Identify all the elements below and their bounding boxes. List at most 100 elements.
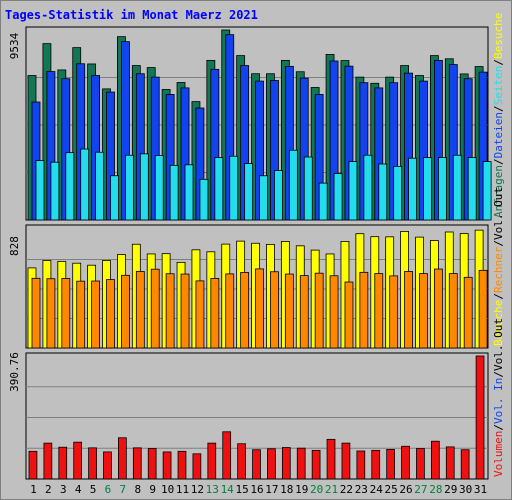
bar-seiten-28 — [437, 157, 447, 221]
bar-seiten-21 — [333, 173, 343, 221]
bar-rechner-24 — [374, 273, 384, 349]
bar-rechner-7 — [121, 274, 130, 349]
bar-rechner-9 — [150, 268, 160, 349]
bar-seiten-14 — [229, 155, 239, 221]
bar-volumen-27 — [416, 448, 425, 480]
x-tick-label-21: 21 — [325, 483, 338, 496]
bar-volumen-5 — [88, 447, 97, 480]
bar-rechner-28 — [433, 268, 443, 349]
bar-volumen-3 — [58, 446, 68, 480]
bar-volumen-14 — [222, 431, 232, 480]
legend-entry: Besuche — [492, 300, 505, 346]
x-tick-label-16: 16 — [250, 483, 263, 496]
bar-volumen-20 — [311, 449, 321, 480]
bar-rechner-11 — [180, 273, 190, 349]
x-tick-label-30: 30 — [459, 483, 472, 496]
x-tick-label-10: 10 — [161, 483, 174, 496]
bar-rechner-25 — [389, 275, 399, 349]
bar-volumen-31 — [475, 355, 485, 480]
bar-rechner-22 — [344, 281, 354, 349]
bar-rechner-14 — [225, 273, 235, 349]
x-tick-label-31: 31 — [474, 483, 487, 496]
x-tick-label-25: 25 — [385, 483, 398, 496]
bar-rechner-31 — [478, 269, 488, 349]
bar-rechner-2 — [46, 278, 56, 349]
x-tick-label-19: 19 — [295, 483, 308, 496]
bar-volumen-15 — [237, 443, 246, 480]
x-tick-label-9: 9 — [149, 483, 156, 496]
bar-rechner-8 — [135, 271, 145, 349]
bar-seiten-10 — [169, 164, 179, 221]
bar-seiten-23 — [363, 154, 373, 221]
bar-seiten-2 — [50, 161, 60, 221]
legend-bottom: Volumen/Vol. In/Vol. Out — [492, 318, 505, 477]
legend-entry: Rechner — [492, 246, 505, 293]
bar-seiten-27 — [423, 157, 432, 221]
bar-volumen-10 — [162, 451, 172, 480]
x-tick-label-7: 7 — [120, 483, 127, 496]
bar-volumen-6 — [103, 451, 112, 480]
bar-volumen-25 — [386, 449, 395, 480]
legend-entry: Volumen — [492, 431, 505, 477]
bar-volumen-24 — [371, 449, 381, 480]
bar-seiten-9 — [154, 155, 164, 221]
legend-entry: Vol. Out — [492, 187, 505, 240]
bar-volumen-2 — [43, 442, 53, 480]
bar-seiten-17 — [274, 170, 283, 221]
bar-seiten-30 — [467, 157, 477, 221]
x-tick-label-24: 24 — [370, 483, 384, 496]
bar-rechner-27 — [419, 273, 428, 349]
bar-rechner-29 — [448, 273, 458, 349]
bar-rechner-5 — [91, 280, 101, 349]
x-tick-label-18: 18 — [280, 483, 293, 496]
bar-rechner-19 — [299, 275, 309, 349]
x-tick-label-6: 6 — [105, 483, 112, 496]
x-tick-label-3: 3 — [60, 483, 67, 496]
bar-volumen-9 — [147, 448, 157, 480]
bar-seiten-29 — [452, 154, 462, 221]
bar-volumen-19 — [296, 447, 306, 480]
bar-rechner-15 — [240, 272, 250, 349]
x-tick-label-14: 14 — [221, 483, 235, 496]
x-tick-label-5: 5 — [90, 483, 97, 496]
bar-rechner-10 — [165, 273, 175, 349]
bar-rechner-23 — [359, 271, 369, 349]
bar-volumen-12 — [192, 453, 202, 480]
x-tick-label-13: 13 — [206, 483, 219, 496]
bar-seiten-24 — [378, 163, 388, 221]
x-tick-label-20: 20 — [310, 483, 323, 496]
y-max-label-top: 9534 — [8, 32, 21, 59]
bar-seiten-18 — [288, 149, 298, 221]
chart-title: Tages-Statistik im Monat Maerz 2021 — [5, 8, 258, 22]
bar-volumen-13 — [207, 442, 217, 480]
legend-entry: / — [492, 371, 505, 378]
bar-seiten-6 — [110, 175, 119, 221]
legend-entry: / — [492, 240, 505, 247]
bar-seiten-22 — [348, 161, 358, 221]
bar-rechner-1 — [31, 277, 41, 349]
bar-volumen-26 — [401, 445, 410, 480]
x-tick-label-15: 15 — [235, 483, 248, 496]
bar-rechner-4 — [76, 280, 86, 349]
bar-rechner-21 — [329, 275, 339, 349]
legend-entry: Seiten — [492, 66, 505, 106]
bar-seiten-3 — [65, 152, 75, 221]
bar-rechner-13 — [210, 278, 220, 349]
bar-rechner-18 — [284, 273, 294, 349]
bar-seiten-12 — [199, 178, 209, 221]
bar-volumen-23 — [356, 450, 366, 480]
y-max-label-bottom: 390.76 — [8, 352, 21, 392]
bar-rechner-12 — [195, 280, 205, 349]
x-tick-label-27: 27 — [414, 483, 427, 496]
bar-seiten-16 — [259, 175, 268, 221]
bar-rechner-6 — [106, 279, 115, 349]
bar-rechner-30 — [463, 276, 473, 349]
x-tick-label-26: 26 — [399, 483, 412, 496]
x-tick-label-11: 11 — [176, 483, 189, 496]
x-tick-label-17: 17 — [265, 483, 278, 496]
x-tick-label-2: 2 — [45, 483, 52, 496]
bar-rechner-26 — [404, 271, 413, 349]
legend-entry: / — [492, 293, 505, 300]
bar-volumen-17 — [267, 448, 276, 480]
